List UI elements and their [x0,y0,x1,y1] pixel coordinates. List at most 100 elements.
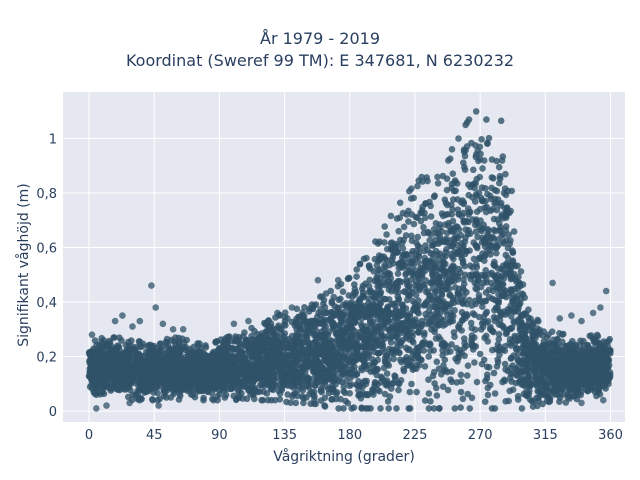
data-point [236,368,243,375]
data-point [482,208,490,216]
data-point [300,317,308,324]
data-point [500,275,508,282]
data-point [403,326,411,333]
data-point [266,351,273,359]
data-point [456,321,464,328]
data-point [426,237,434,244]
data-point [97,347,105,354]
data-point [306,319,313,326]
data-point [381,239,388,246]
data-point [510,307,518,315]
data-point [415,343,423,351]
data-point [448,378,456,386]
data-point [365,263,373,270]
data-point [421,397,429,404]
data-point [403,211,411,218]
data-point [401,356,409,364]
data-point [331,326,338,333]
data-point [447,266,455,274]
data-point [410,194,418,202]
data-point [487,251,494,258]
data-point [544,361,551,369]
data-point [384,332,392,340]
data-point [511,262,519,270]
data-point [395,386,402,394]
data-point [555,355,563,363]
data-point [379,322,387,329]
data-point [337,373,345,380]
data-point [327,308,335,316]
data-point [399,239,406,247]
data-point [507,207,514,215]
data-point [480,318,487,326]
data-point [427,202,434,210]
data-point [529,333,536,341]
data-point [417,264,424,272]
data-point [344,275,352,283]
data-point [456,250,463,257]
data-point [479,197,486,205]
data-point [539,400,546,408]
data-point [335,296,343,304]
data-point [413,247,420,254]
data-point [381,275,389,282]
data-point [460,209,467,217]
data-point [462,147,469,154]
data-point [431,328,438,336]
data-point [454,273,462,280]
data-point [266,330,274,337]
data-point [540,328,547,335]
data-point [449,170,457,177]
data-point [477,217,484,224]
data-point [373,371,380,379]
data-point [420,224,427,231]
data-point [425,405,433,412]
data-point [408,250,416,258]
data-point [427,231,435,238]
data-point [406,388,414,396]
data-point [384,398,392,405]
data-point [262,321,269,328]
data-point [559,360,566,368]
data-point [420,229,428,237]
data-point [348,332,356,340]
data-point [285,353,293,361]
data-point [459,395,467,403]
data-point [391,348,399,355]
data-point [352,300,360,307]
data-point [348,405,356,412]
data-point [524,381,531,389]
data-point [367,368,375,376]
data-point [387,339,395,346]
data-point [87,349,94,357]
data-point [370,362,377,369]
data-point [405,332,413,340]
data-point [494,271,502,279]
data-point [312,301,320,308]
data-point [351,313,358,321]
data-point [98,373,106,381]
data-point [410,220,418,228]
data-point [356,260,364,268]
data-point [340,405,347,412]
data-point [499,153,507,160]
data-point [490,235,498,242]
data-point [96,355,103,363]
data-point [338,315,346,322]
data-point [213,338,220,345]
data-point [400,367,408,375]
data-point [531,364,538,372]
data-point [400,223,408,231]
data-point [501,185,509,192]
data-point [395,264,403,272]
data-point [437,336,444,343]
data-point [191,393,199,401]
data-point [321,402,328,409]
data-point [511,332,518,340]
data-point [124,393,132,401]
data-point [404,362,411,369]
data-point [306,379,313,387]
data-point [406,310,414,318]
data-point [460,286,468,294]
